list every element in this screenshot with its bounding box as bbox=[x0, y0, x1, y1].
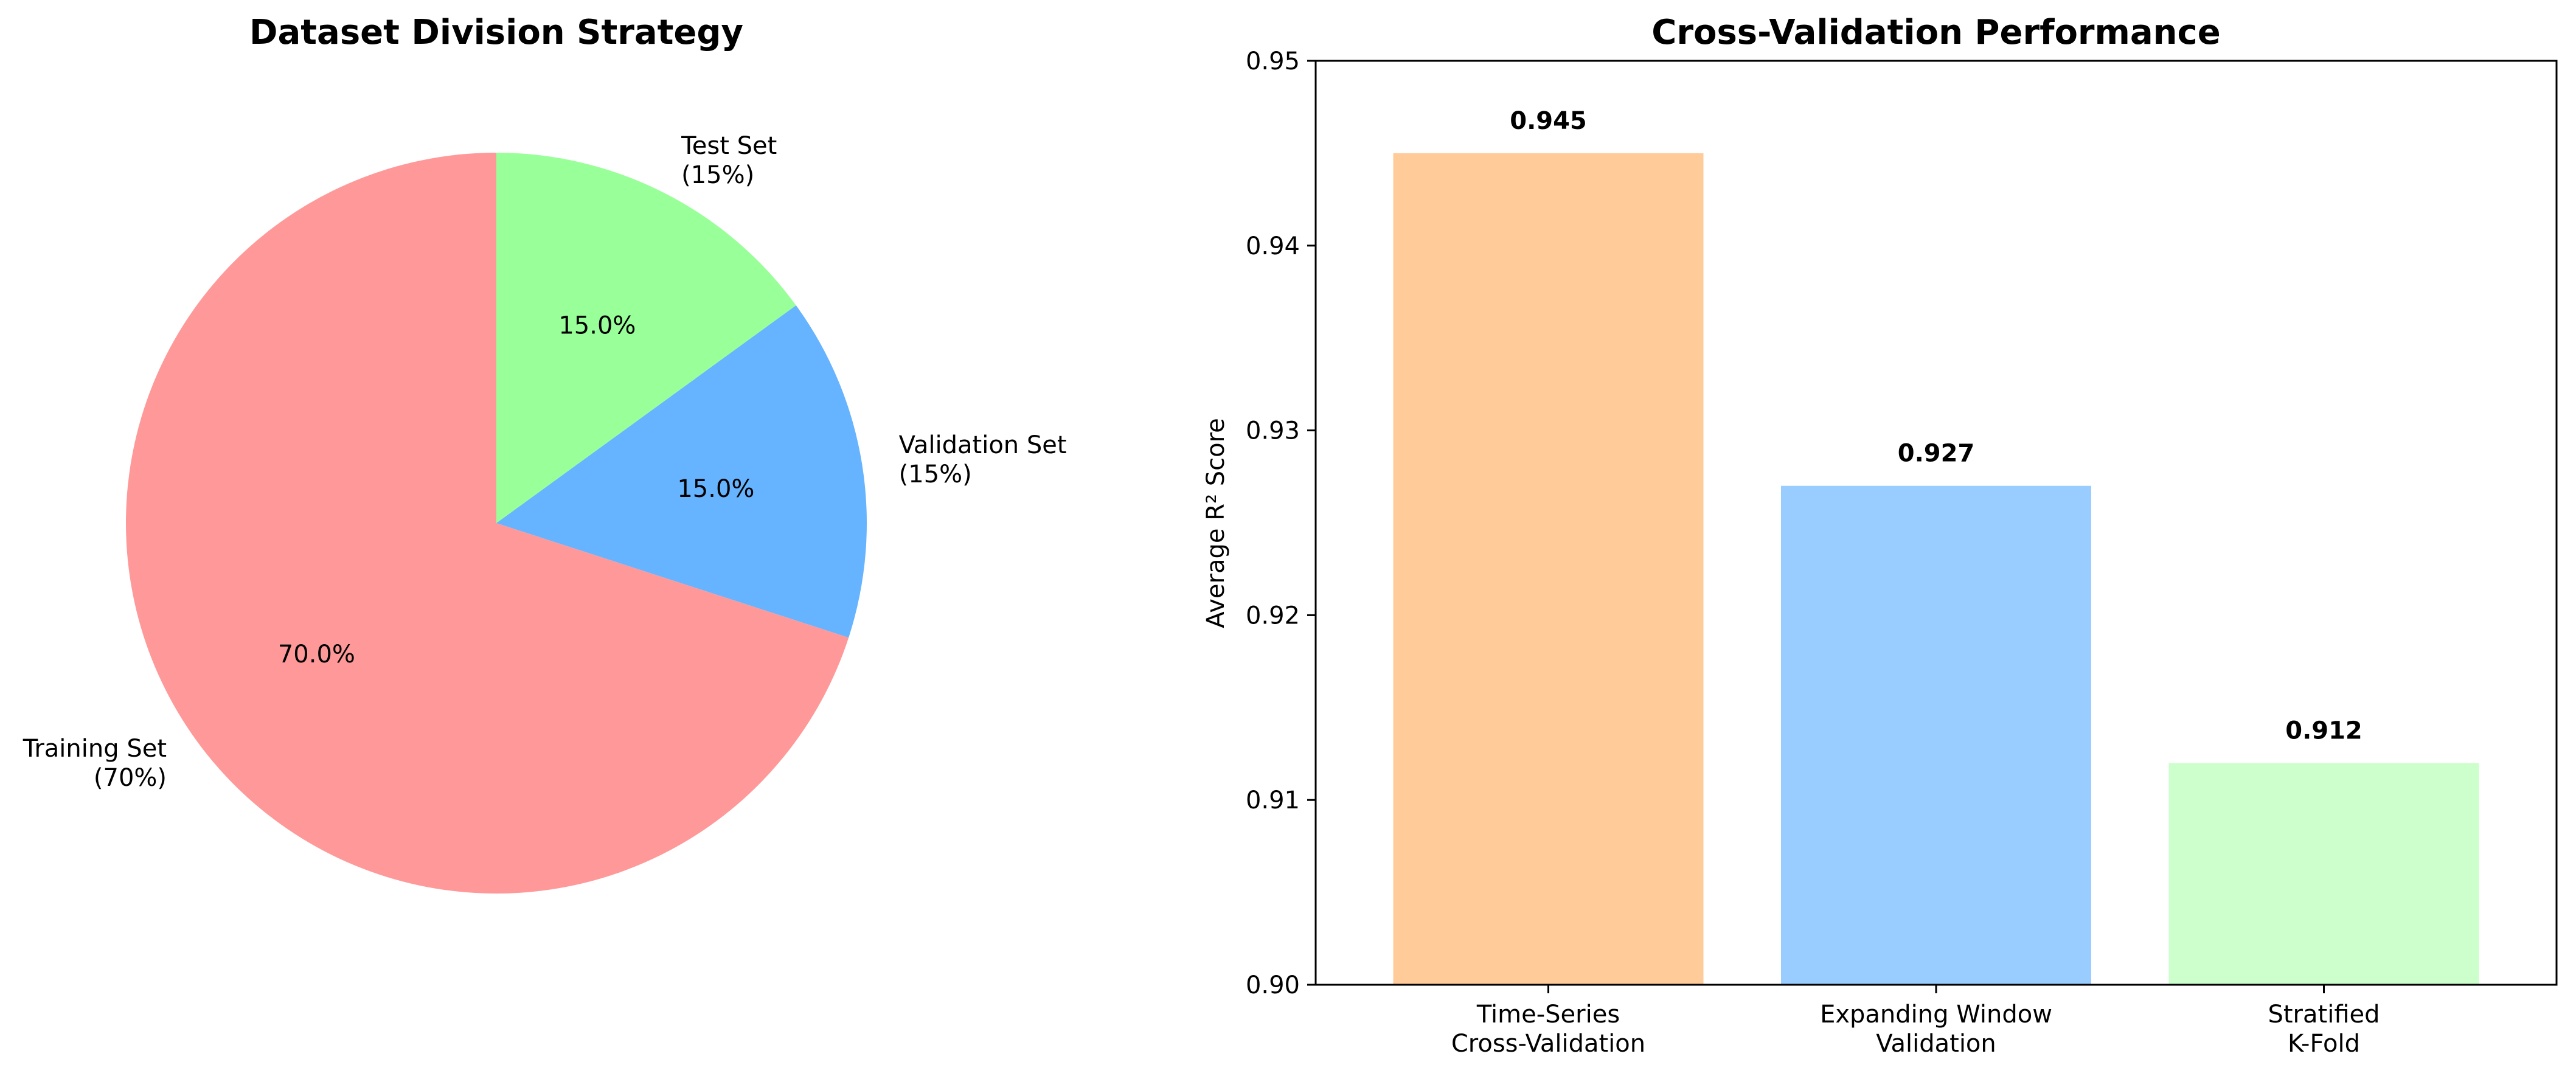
bar-value-label: 0.912 bbox=[2285, 717, 2362, 745]
bar-chart-panel: Cross-Validation Performance 0.9450.9270… bbox=[1202, 13, 2558, 1058]
y-axis-label: Average R² Score bbox=[1202, 418, 1230, 628]
bar-value-label: 0.927 bbox=[1898, 440, 1975, 468]
bar bbox=[1781, 485, 2091, 985]
pie-percent-label: 15.0% bbox=[677, 475, 754, 503]
pie-slices bbox=[125, 153, 867, 894]
pie-slice-label: Training Set (70%) bbox=[23, 735, 167, 792]
bar-chart-title: Cross-Validation Performance bbox=[1651, 13, 2220, 52]
bar-value-labels: 0.945 0.927 0.912 bbox=[1510, 107, 2362, 745]
pie-slice bbox=[125, 153, 849, 894]
y-tick-label: 0.95 bbox=[1246, 47, 1300, 75]
pie-chart-panel: Dataset Division Strategy 70.0% Training … bbox=[23, 13, 1067, 894]
y-tick-label: 0.90 bbox=[1246, 971, 1300, 999]
pie-slice bbox=[496, 305, 867, 638]
pie-slice-label: Validation Set (15%) bbox=[899, 431, 1067, 488]
y-tick-label: 0.92 bbox=[1246, 602, 1300, 630]
bar-value-label: 0.945 bbox=[1510, 107, 1587, 135]
x-tick-label: Time-Series Cross-Validation bbox=[1451, 1001, 1645, 1058]
pie-labels: 70.0% Training Set (70%) 15.0% Validation Se… bbox=[23, 132, 1067, 792]
bar bbox=[2168, 763, 2479, 985]
bar-bars bbox=[1393, 153, 2479, 985]
x-tick-label: Expanding Window Validation bbox=[1820, 1001, 2052, 1058]
pie-slice-label: Test Set (15%) bbox=[681, 132, 777, 189]
pie-slice bbox=[496, 153, 796, 523]
pie-percent-label: 15.0% bbox=[558, 311, 636, 339]
y-tick-label: 0.94 bbox=[1246, 232, 1300, 260]
x-tick-label: Stratified K-Fold bbox=[2268, 1001, 2380, 1058]
bar bbox=[1393, 153, 1704, 985]
y-axis-ticks: 0.90 0.91 0.92 0.93 0.94 0.95 bbox=[1246, 47, 1316, 999]
y-tick-label: 0.93 bbox=[1246, 417, 1300, 445]
y-tick-label: 0.91 bbox=[1246, 786, 1300, 814]
x-axis-ticks: Time-Series Cross-Validation Expanding Win… bbox=[1451, 985, 2380, 1058]
pie-chart-title: Dataset Division Strategy bbox=[249, 13, 743, 52]
pie-percent-label: 70.0% bbox=[278, 640, 355, 668]
